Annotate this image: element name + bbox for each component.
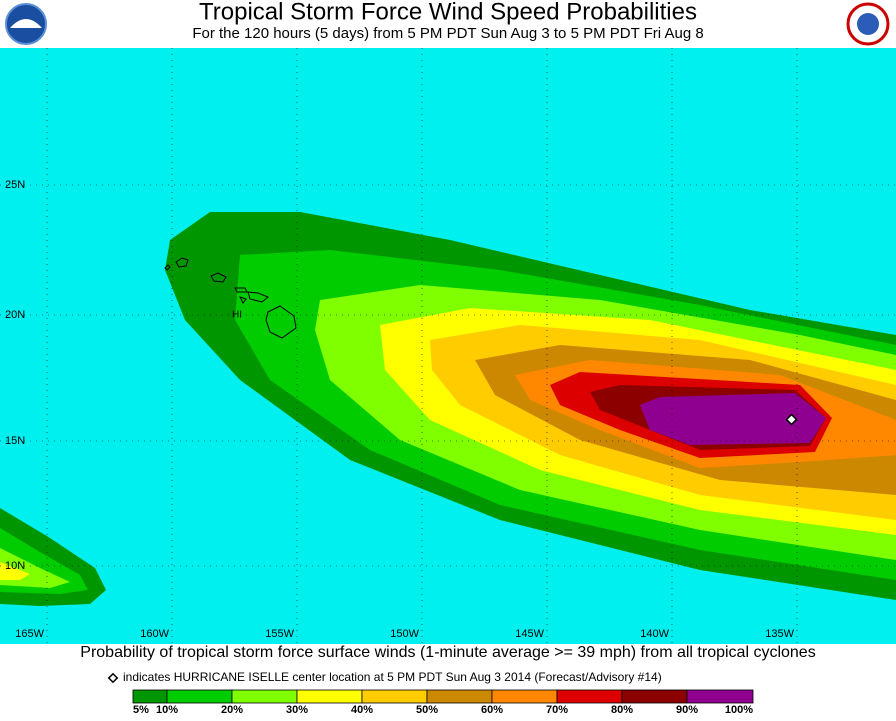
legend-swatch xyxy=(686,689,754,704)
legend-swatch xyxy=(231,689,298,704)
noaa-logo xyxy=(5,3,47,45)
latitude-label: 25N xyxy=(5,179,25,191)
longitude-label: 140W xyxy=(640,628,669,640)
legend-label: 60% xyxy=(481,704,503,716)
legend: 5% 10% 20% 30% 40% 50% 60% 70% 80% 90% 100% xyxy=(132,689,754,716)
longitude-label: 165W xyxy=(15,628,44,640)
legend-swatch xyxy=(166,689,233,704)
contours xyxy=(0,212,896,606)
legend-diamond xyxy=(107,672,119,684)
longitude-label: 155W xyxy=(265,628,294,640)
title: Tropical Storm Force Wind Speed Probabil… xyxy=(199,0,697,25)
legend-label: 50% xyxy=(416,704,438,716)
latitude-label: 15N xyxy=(5,435,25,447)
legend-label: 90% xyxy=(676,704,698,716)
longitude-label: 150W xyxy=(390,628,419,640)
storm-center xyxy=(785,413,798,426)
island-label: HI xyxy=(232,310,242,321)
probability-contour xyxy=(0,562,30,580)
legend-swatch xyxy=(361,689,428,704)
legend-label: 30% xyxy=(286,704,308,716)
legend-swatch xyxy=(426,689,493,704)
caption-line: Probability of tropical storm force surf… xyxy=(80,644,815,661)
longitude-label: 145W xyxy=(515,628,544,640)
probability-contour xyxy=(640,393,826,445)
subtitle: For the 120 hours (5 days) from 5 PM PDT… xyxy=(192,25,703,42)
nws-logo xyxy=(846,2,890,46)
longitude-label: 160W xyxy=(140,628,169,640)
legend-label: 100% xyxy=(725,704,753,716)
grid: 25N 20N 15N 10N 165W 160W 155W 150W 145W 140W 135W xyxy=(0,48,896,644)
legend-swatch xyxy=(132,689,168,704)
islands xyxy=(164,257,297,339)
legend-swatch xyxy=(556,689,623,704)
legend-label: 40% xyxy=(351,704,373,716)
legend-label: 10% xyxy=(156,704,178,716)
caption-line: indicates HURRICANE ISELLE center locati… xyxy=(123,670,662,684)
legend-label: 70% xyxy=(546,704,568,716)
latitude-label: 20N xyxy=(5,309,25,321)
legend-swatch xyxy=(491,689,558,704)
legend-swatch xyxy=(621,689,688,704)
latitude-label: 10N xyxy=(5,560,25,572)
legend-label: 5% xyxy=(133,704,149,716)
legend-label: 20% xyxy=(221,704,243,716)
legend-label: 80% xyxy=(611,704,633,716)
longitude-label: 135W xyxy=(765,628,794,640)
legend-swatch xyxy=(296,689,363,704)
